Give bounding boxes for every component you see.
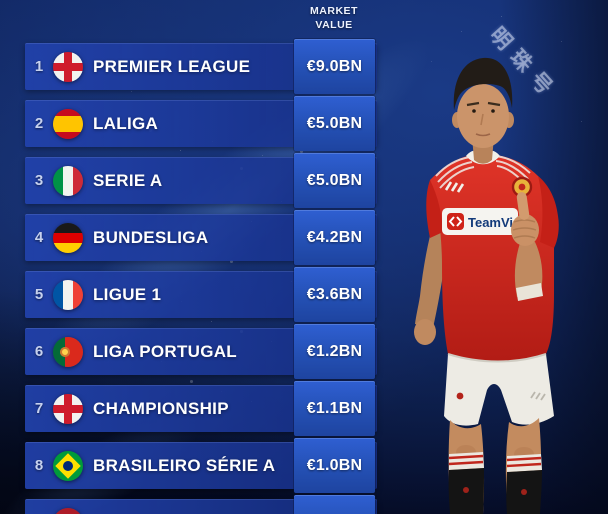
league-row: 1 PREMIER LEAGUE €9.0BN <box>25 39 377 94</box>
league-name: BRASILEIRO SÉRIE A <box>93 455 276 475</box>
market-value-badge: €5.0BN <box>294 153 375 208</box>
shirt-sponsor-patch: TeamVi <box>442 208 518 235</box>
market-value-badge: €3.6BN <box>294 267 375 322</box>
market-value-text: €1.1BN <box>306 399 363 417</box>
market-value-text: €3.6BN <box>306 285 363 303</box>
country-flag-icon <box>53 279 83 310</box>
league-row: 7 CHAMPIONSHIP €1.1BN <box>25 381 377 436</box>
player-head <box>452 57 514 164</box>
league-name: SERIE A <box>93 170 163 190</box>
country-flag-icon <box>53 222 83 253</box>
thumb <box>516 192 530 220</box>
wrist-tape <box>516 283 543 301</box>
market-value-text: €9.0BN <box>306 57 363 75</box>
country-flag-icon <box>53 393 83 424</box>
league-name: LIGUE 1 <box>93 284 162 304</box>
league-name: LALIGA <box>93 113 159 133</box>
market-value-badge <box>294 495 375 514</box>
league-row: 4 BUNDESLIGA €4.2BN <box>25 210 377 265</box>
league-name: BUNDESLIGA <box>93 227 209 247</box>
market-value-badge: €1.0BN <box>294 438 375 493</box>
country-flag-icon <box>53 507 83 514</box>
ranking-rows: 1 PREMIER LEAGUE €9.0BN 2 LALIGA €5.0BN … <box>25 39 377 514</box>
rank-number: 4 <box>34 229 44 246</box>
market-value-text: €5.0BN <box>306 171 363 189</box>
rank-number: 6 <box>34 343 44 360</box>
league-row: 5 LIGUE 1 €3.6BN <box>25 267 377 322</box>
rank-number: 2 <box>34 115 44 132</box>
market-value-text: €1.0BN <box>306 456 363 474</box>
shorts-adidas-icon <box>530 391 546 401</box>
market-value-badge: €9.0BN <box>294 39 375 94</box>
country-flag-icon <box>53 450 83 481</box>
market-value-badge: €1.1BN <box>294 381 375 436</box>
market-value-badge: €5.0BN <box>294 96 375 151</box>
value-column-header-line2: VALUE <box>315 18 353 31</box>
league-row: 6 LIGA PORTUGAL €1.2BN <box>25 324 377 379</box>
country-flag-icon <box>53 336 83 367</box>
country-flag-icon <box>53 51 83 82</box>
rank-number: 1 <box>34 58 44 75</box>
player-socks <box>448 452 542 514</box>
player-photo: TeamVi <box>414 57 559 514</box>
market-value-text: €4.2BN <box>306 228 363 246</box>
value-column-header: MARKET VALUE <box>294 5 374 32</box>
sponsor-text: TeamVi <box>468 215 513 230</box>
shorts-crest-icon <box>456 392 464 400</box>
player-thumbs-up-hand <box>511 192 543 301</box>
hair <box>453 57 513 110</box>
league-row: 2 LALIGA €5.0BN <box>25 96 377 151</box>
country-flag-icon <box>53 108 83 139</box>
adidas-chest-logo-icon <box>444 181 465 193</box>
market-value-badge: €1.2BN <box>294 324 375 379</box>
market-value-text: €5.0BN <box>306 114 363 132</box>
rank-number: 7 <box>34 400 44 417</box>
value-column-header-line1: MARKET <box>310 5 358 17</box>
player-shorts <box>444 353 554 426</box>
market-value-text: €1.2BN <box>306 342 363 360</box>
country-flag-icon <box>53 165 83 196</box>
rank-number: 3 <box>34 172 44 189</box>
league-row: 3 SERIE A €5.0BN <box>25 153 377 208</box>
rank-number: 8 <box>34 457 44 474</box>
league-row <box>25 495 377 514</box>
league-name: CHAMPIONSHIP <box>93 398 229 418</box>
sponsor-logo-icon <box>447 213 464 230</box>
rank-number: 5 <box>34 286 44 303</box>
league-name: PREMIER LEAGUE <box>93 56 251 76</box>
league-row: 8 BRASILEIRO SÉRIE A €1.0BN <box>25 438 377 493</box>
league-name: LIGA PORTUGAL <box>93 341 237 361</box>
row-bar <box>25 499 377 514</box>
earth-lights-speckles <box>0 0 1 1</box>
market-value-badge: €4.2BN <box>294 210 375 265</box>
